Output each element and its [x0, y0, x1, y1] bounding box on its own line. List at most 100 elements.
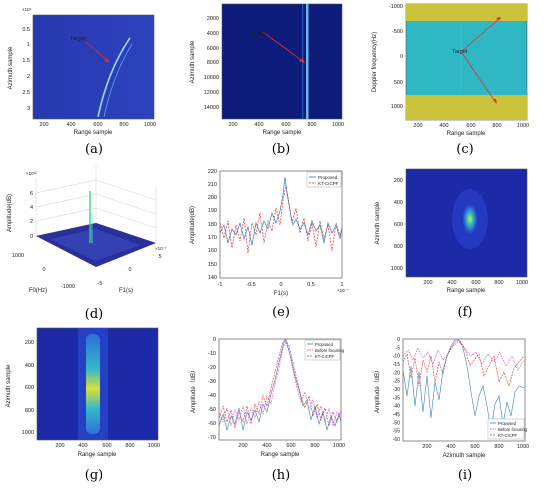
panel-i-xtick: 200 — [422, 444, 431, 450]
panel-h-ytick: -60 — [208, 421, 216, 427]
panel-h-xtick: 600 — [286, 443, 295, 449]
panel-i-xtick: 600 — [470, 444, 479, 450]
panel-d-xtick: 1000 — [12, 253, 24, 259]
panel-f-xtick: 400 — [447, 280, 456, 286]
panel-g-xtick: 800 — [125, 443, 134, 449]
panel-b-arrowhead — [299, 58, 305, 63]
panel-i-ytick: -40 — [393, 404, 400, 410]
panel-a-xtick: 200 — [39, 122, 48, 128]
panel-d-xtick: 0 — [42, 267, 45, 273]
panel-i-xlabel: Azimuth sample — [443, 453, 486, 459]
panel-h-legend-ktcicpf: KT-CICPF — [315, 354, 335, 359]
panel-f-xticks: 200 400 600 800 1000 — [423, 280, 528, 286]
panel-c-xtick: 400 — [439, 123, 448, 129]
panel-h-legend-before: Before focusing — [315, 348, 345, 353]
panel-i: Proposed Before focusing KT-CICPF 0 -5 -10… — [366, 326, 550, 489]
panel-a-xlabel: Range sample — [74, 130, 113, 136]
panel-c-band-top — [406, 4, 527, 21]
panel-c-xlabel: Range sample — [447, 131, 486, 137]
panel-e-xtick: 1 — [340, 282, 343, 288]
panel-a-caption: (a) — [85, 142, 103, 157]
panel-b-ytick: 14000 — [204, 105, 219, 111]
panel-d-yticks: -5 0 5 — [98, 254, 162, 287]
panel-b-xtick: 1000 — [332, 122, 344, 128]
panel-d-ytick: 5 — [158, 254, 161, 260]
panel-e-legend: Proposed KT-CICPF — [306, 171, 342, 188]
panel-e-xlabel: F1(s) — [274, 291, 288, 297]
panel-e-yticks: 140 150 160 170 180 190 200 210 220 — [208, 169, 217, 281]
panel-e-ytick: 170 — [208, 235, 217, 241]
panel-i-ytick: 0 — [397, 337, 400, 343]
panel-i-plot: Proposed Before focusing KT-CICPF 0 -5 -10… — [374, 337, 529, 459]
panel-f-xtick: 200 — [423, 280, 432, 286]
panel-b-ytick: 6000 — [207, 46, 219, 52]
panel-h-yticks: 0 -10 -20 -30 -40 -50 -60 -70 — [208, 337, 216, 441]
panel-g-plot: 200 400 600 800 1000 200 400 600 800 100… — [6, 327, 160, 458]
panel-a-target-curve-2 — [103, 43, 133, 118]
panel-a-xtick: 1000 — [144, 122, 156, 128]
panel-f-ytick: 200 — [394, 178, 403, 184]
panel-f-xtick: 600 — [471, 280, 480, 286]
panel-a-yticks: 0.5 1 1.5 2 2.5 3 — [22, 27, 30, 112]
panel-h-legend: Proposed Before focusing KT-CICPF — [304, 339, 345, 361]
panel-g-ytick: 400 — [25, 363, 34, 369]
panel-b-ytick: 12000 — [204, 90, 219, 96]
panel-a-ytick: 2.5 — [22, 90, 30, 96]
panel-h-series-ktcicpf — [218, 339, 342, 429]
panel-e-ytick: 160 — [208, 248, 217, 254]
panel-b-target-line — [306, 4, 309, 119]
panel-a-target-curve — [97, 37, 131, 118]
panel-b-ytick: 10000 — [204, 75, 219, 81]
panel-d-ztick: 0 — [30, 234, 33, 240]
panel-e-plot: Proposed KT-CICPF 140 150 160 170 180 19… — [190, 169, 349, 297]
panel-g-xtick: 200 — [55, 443, 64, 449]
panel-g-target-column — [86, 334, 100, 434]
panel-e-exponent: ×10⁻⁷ — [337, 288, 349, 293]
panel-i-series-before — [402, 341, 525, 371]
panel-i-legend-proposed: Proposed — [498, 421, 517, 426]
panel-h-ytick: -20 — [208, 365, 216, 371]
panel-d: ×10¹⁰ 0 2 4 6 1000 0 -1000 -5 0 5 ×10⁻⁷ … — [0, 163, 183, 326]
panel-h-ylabel: Amplitude（dB） — [190, 367, 197, 413]
panel-h-xticks: 200 400 600 800 1000 — [238, 443, 345, 449]
panel-b-image — [221, 3, 343, 120]
panel-a-xticks: 200 400 600 800 1000 — [39, 122, 156, 128]
panel-i-ytick: -55 — [393, 429, 400, 435]
panel-a-xtick: 400 — [66, 122, 75, 128]
panel-d-ztick: 6 — [30, 191, 33, 197]
panel-b-ylabel: Azimuth sample — [190, 40, 196, 83]
panel-c-ytick: 0 — [400, 54, 403, 60]
panel-e-legend-ktcicpf: KT-CICPF — [318, 181, 339, 186]
panel-f-target — [461, 201, 479, 237]
panel-d-xticks: 1000 0 -1000 — [12, 253, 75, 290]
panel-c-plot: Target -1000 -500 0 500 1000 200 400 600… — [372, 3, 529, 137]
panel-i-ytick: -30 — [393, 387, 400, 393]
panel-h-ytick: -40 — [208, 393, 216, 399]
panel-b-arrow — [262, 31, 305, 63]
panel-d-xlabel: F0(Hz) — [29, 288, 47, 294]
panel-g-xticks: 200 400 600 800 1000 — [55, 443, 160, 449]
panel-d-exponent: ×10¹⁰ — [26, 171, 37, 176]
panel-g-ylabel: Azimuth sample — [6, 364, 12, 407]
panel-i-yticks: 0 -5 -10 -15 -20 -25 -30 -35 -40 -45 -50 -55 -60 — [393, 337, 400, 443]
panel-i-ytick: -25 — [393, 379, 400, 385]
panel-a-xtick: 600 — [93, 122, 102, 128]
panel-c-ytick: -500 — [392, 29, 403, 35]
panel-d-caption: (d) — [84, 307, 104, 322]
panel-a-ylabel: Azimuth sample — [8, 46, 14, 89]
panel-a-arrowhead — [104, 58, 109, 62]
panel-c-ytick: -1000 — [389, 4, 403, 10]
panel-d-xtick: -1000 — [61, 284, 75, 290]
panel-e-series-ktcicpf — [219, 184, 343, 254]
panel-e-series-proposed — [219, 176, 343, 246]
panel-e-ytick: 200 — [208, 195, 217, 201]
panel-c: Target -1000 -500 0 500 1000 200 400 600… — [366, 0, 550, 163]
panel-i-xtick: 800 — [494, 444, 503, 450]
panel-e-ytick: 180 — [208, 222, 217, 228]
panel-b-xtick: 200 — [228, 122, 237, 128]
panel-a-plot: Target ×10⁴ 0.5 1 1.5 2 2.5 3 200 400 60… — [8, 7, 156, 136]
panel-c-ytick: 1000 — [391, 104, 403, 110]
panel-h-series-proposed — [218, 338, 342, 432]
panel-d-zticks: 0 2 4 6 — [30, 191, 33, 240]
panel-f-ylabel: Azimuth sample — [375, 201, 381, 244]
